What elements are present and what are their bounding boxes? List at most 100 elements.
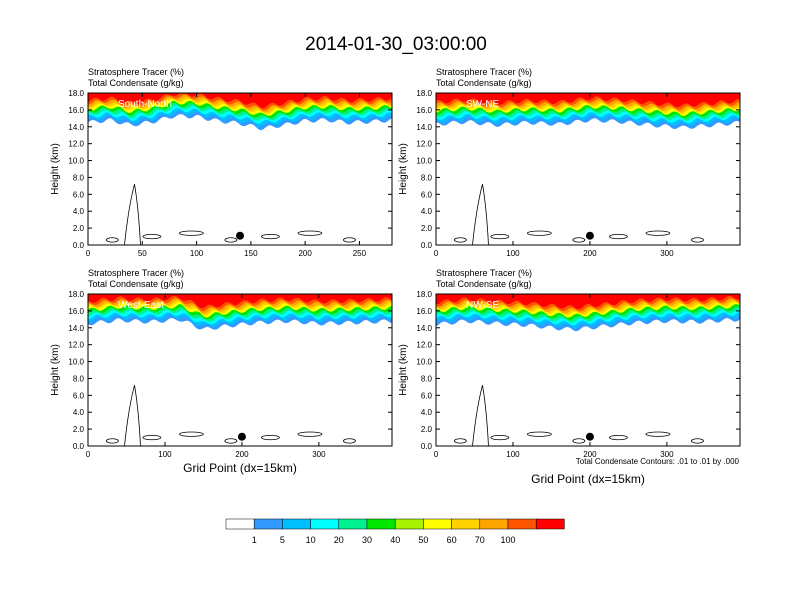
y-tick-label: 14.0 <box>68 324 84 333</box>
contour <box>178 431 204 437</box>
y-tick-label: 8.0 <box>73 374 85 383</box>
y-tick-label: 8.0 <box>421 173 433 182</box>
contour <box>124 184 141 245</box>
contour <box>105 237 119 243</box>
colorbar-swatch <box>253 518 283 530</box>
x-tick-label: 50 <box>138 249 147 258</box>
tracer-layer-10 <box>88 294 392 309</box>
y-tick-label: 0.0 <box>421 442 433 451</box>
contour <box>609 434 628 441</box>
cross-section-label: West-East <box>118 300 164 311</box>
y-tick-label: 8.0 <box>73 173 85 182</box>
panel-subtitle: Total Condensate (g/kg) <box>436 78 532 88</box>
y-tick-label: 14.0 <box>416 123 432 132</box>
contour <box>178 230 204 236</box>
y-tick-label: 4.0 <box>73 408 85 417</box>
contour <box>572 237 586 243</box>
x-tick-label: 300 <box>312 450 326 459</box>
panel-title: Stratosphere Tracer (%) <box>436 67 532 77</box>
y-tick-label: 6.0 <box>73 391 85 400</box>
colorbar-label: 10 <box>306 535 316 545</box>
x-tick-label: 250 <box>353 249 367 258</box>
y-tick-label: 12.0 <box>68 140 84 149</box>
y-tick-label: 10.0 <box>68 157 84 166</box>
contour <box>609 233 628 240</box>
colorbar-label: 30 <box>362 535 372 545</box>
location-marker <box>236 231 244 240</box>
colorbar-label: 40 <box>390 535 400 545</box>
colorbar-swatch <box>225 518 255 530</box>
y-tick-label: 6.0 <box>421 190 433 199</box>
colorbar-swatch <box>366 518 396 530</box>
panel-south-north: 0.0 2.0 4.0 6.0 8.0 10.0 12.0 14.0 16.0 18.0 0 50 10… <box>50 67 393 258</box>
tracer-layer-10 <box>88 93 392 109</box>
x-tick-label: 0 <box>434 249 439 258</box>
colorbar-swatch <box>338 518 368 530</box>
colorbar-label: 60 <box>447 535 457 545</box>
x-tick-label: 100 <box>158 450 172 459</box>
figure-title: 2014-01-30_03:00:00 <box>305 34 487 55</box>
y-tick-label: 0.0 <box>421 241 433 250</box>
colorbar-swatch <box>423 518 452 530</box>
x-tick-label: 300 <box>660 249 674 258</box>
contour <box>472 385 489 446</box>
contour <box>260 434 280 441</box>
y-tick-label: 10.0 <box>416 358 432 367</box>
tracer-field <box>436 93 740 245</box>
x-tick-label: 0 <box>86 249 91 258</box>
contour <box>343 438 356 444</box>
x-tick-label: 200 <box>235 450 249 459</box>
panel-nw-se: 0.0 2.0 4.0 6.0 8.0 10.0 12.0 14.0 16.0 18.0 0 100 2… <box>398 268 741 459</box>
y-tick-label: 12.0 <box>68 341 84 350</box>
tracer-layer-10 <box>436 294 740 310</box>
y-tick-label: 16.0 <box>416 106 432 115</box>
y-tick-label: 2.0 <box>421 425 433 434</box>
contour <box>224 438 238 444</box>
contour <box>453 438 467 444</box>
y-axis-label: Height (km) <box>50 143 61 195</box>
contour <box>490 233 510 240</box>
x-tick-label: 100 <box>190 249 204 258</box>
panel-subtitle: Total Condensate (g/kg) <box>436 279 532 289</box>
y-tick-label: 2.0 <box>421 224 433 233</box>
contour <box>297 431 323 437</box>
panel-subtitle: Total Condensate (g/kg) <box>88 279 184 289</box>
panel-title: Stratosphere Tracer (%) <box>88 268 184 278</box>
y-tick-label: 2.0 <box>73 224 85 233</box>
y-axis-label: Height (km) <box>398 143 409 195</box>
location-marker <box>585 231 594 240</box>
colorbar-swatch <box>282 518 311 530</box>
y-tick-label: 10.0 <box>416 157 432 166</box>
y-tick-label: 16.0 <box>416 307 432 316</box>
panel-title: Stratosphere Tracer (%) <box>88 67 184 77</box>
location-marker <box>237 432 246 441</box>
contour <box>453 237 467 243</box>
condensate-contours <box>453 385 704 446</box>
colorbar-label: 1 <box>252 535 257 545</box>
colorbar-swatch <box>394 518 424 530</box>
x-tick-label: 200 <box>298 249 312 258</box>
contour <box>260 233 280 240</box>
plot-frame <box>87 92 393 246</box>
colorbar-label: 50 <box>418 535 428 545</box>
plot-frame <box>435 92 741 246</box>
contour-footnote: Total Condensate Contours: .01 to .01 by… <box>576 457 740 466</box>
location-marker <box>585 432 594 441</box>
colorbar-label: 100 <box>500 535 515 545</box>
colorbar-swatch <box>507 518 537 530</box>
colorbar-label: 5 <box>280 535 285 545</box>
contour <box>490 434 510 441</box>
contour <box>124 385 141 446</box>
panel-title: Stratosphere Tracer (%) <box>436 268 532 278</box>
colorbar-swatch <box>479 518 509 530</box>
contour <box>105 438 119 444</box>
cross-section-label: South-North <box>118 99 172 110</box>
colorbar: 1 5 10 20 30 40 50 60 70 100 <box>225 518 565 545</box>
colorbar-label: 70 <box>475 535 485 545</box>
y-tick-label: 4.0 <box>421 408 433 417</box>
x-tick-label: 150 <box>244 249 258 258</box>
y-axis-label: Height (km) <box>50 344 61 396</box>
x-tick-label: 200 <box>583 450 597 459</box>
contour <box>142 233 162 240</box>
contour <box>343 237 356 243</box>
